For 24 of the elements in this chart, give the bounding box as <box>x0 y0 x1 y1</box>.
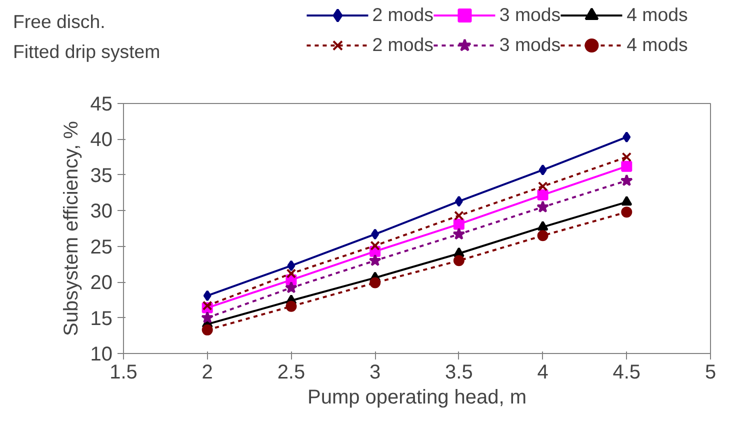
legend-label: 4 mods <box>626 3 688 27</box>
legend-label: 2 mods <box>372 33 434 57</box>
text: Fitted drip system <box>13 40 160 64</box>
text: Free disch. <box>13 10 106 34</box>
y-tick-label: 45 <box>90 94 113 116</box>
x-tick-label: 2 <box>202 362 213 384</box>
legend-label: 2 mods <box>372 3 434 27</box>
y-tick-label: 15 <box>90 308 113 330</box>
y-tick-label: 35 <box>90 164 113 187</box>
y-tick-label: 20 <box>90 272 113 294</box>
x-tick-label: 4 <box>537 362 548 384</box>
y-axis-title: Subsystem efficiency, % <box>60 120 82 336</box>
x-tick-label: 3.5 <box>445 362 473 384</box>
x-tick-label: 5 <box>704 362 716 384</box>
y-tick-label: 25 <box>90 236 113 258</box>
y-tick-label: 40 <box>90 129 113 152</box>
y-tick-label: 30 <box>90 200 113 223</box>
legend-label: 4 mods <box>626 33 688 57</box>
x-tick-label: 2.5 <box>277 362 306 384</box>
legend-label: 3 mods <box>499 3 561 27</box>
x-tick-label: 4.5 <box>612 362 641 384</box>
x-axis-title: Pump operating head, m <box>307 386 527 408</box>
x-tick-label: 3 <box>370 362 381 384</box>
legend-label: 3 mods <box>499 33 561 57</box>
